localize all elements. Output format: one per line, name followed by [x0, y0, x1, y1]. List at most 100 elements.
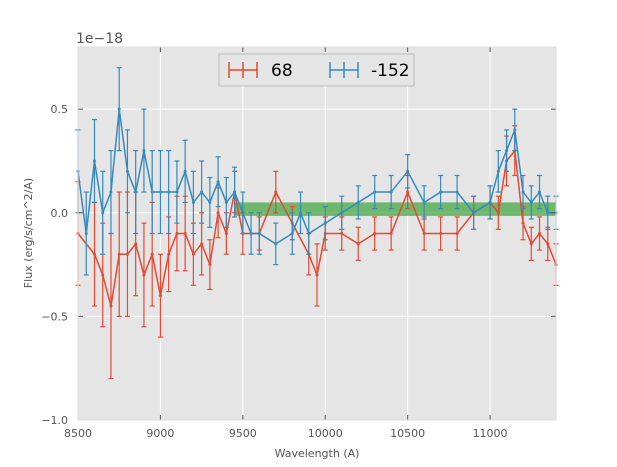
data-point: [521, 190, 525, 194]
data-point: [101, 273, 105, 277]
data-point: [529, 242, 533, 246]
x-tick-label: 9500: [229, 427, 257, 440]
data-point: [109, 190, 113, 194]
data-point: [150, 190, 154, 194]
data-point: [356, 200, 360, 204]
data-point: [373, 190, 377, 194]
data-point: [134, 242, 138, 246]
data-point: [307, 232, 311, 235]
data-point: [191, 252, 195, 256]
data-point: [274, 242, 278, 246]
data-point: [406, 169, 410, 173]
data-point: [488, 200, 492, 204]
data-point: [200, 242, 204, 246]
data-point: [175, 232, 179, 235]
data-point: [538, 190, 542, 194]
y-offset-label: 1e−18: [76, 31, 123, 47]
data-point: [529, 200, 533, 204]
data-point: [513, 128, 517, 132]
x-tick-label: 8500: [64, 427, 92, 440]
data-point: [439, 190, 443, 194]
legend-label: -152: [371, 61, 410, 81]
x-tick-label: 10000: [308, 427, 343, 440]
legend-label: 68: [271, 61, 293, 81]
data-point: [208, 263, 212, 267]
data-point: [134, 190, 138, 194]
shaded-band: [234, 202, 556, 216]
data-point: [233, 190, 237, 194]
data-point: [216, 211, 220, 215]
y-tick-label: 0.5: [51, 103, 69, 116]
data-point: [422, 232, 426, 235]
data-point: [389, 190, 393, 194]
data-point: [158, 190, 162, 194]
x-tick-label: 10500: [390, 427, 425, 440]
data-point: [373, 232, 377, 235]
data-point: [496, 211, 500, 215]
data-point: [439, 232, 443, 235]
data-point: [167, 252, 171, 256]
data-point: [142, 273, 146, 277]
data-point: [216, 180, 220, 184]
y-tick-label: −0.5: [41, 310, 68, 323]
data-point: [200, 190, 204, 194]
data-point: [117, 252, 121, 256]
data-point: [183, 169, 187, 173]
data-point: [389, 232, 393, 235]
data-point: [455, 190, 459, 194]
legend-entry-68: 68: [228, 61, 293, 81]
y-tick-label: 0.0: [51, 207, 69, 220]
data-point: [257, 232, 261, 235]
data-point: [109, 304, 113, 308]
data-point: [92, 159, 96, 163]
plot-frame: [77, 46, 557, 421]
data-point: [546, 211, 550, 215]
data-point: [224, 232, 228, 235]
data-point: [142, 149, 146, 153]
data-point: [340, 232, 344, 235]
data-point: [191, 200, 195, 204]
data-point: [125, 252, 129, 256]
data-point: [299, 211, 303, 215]
data-point: [158, 294, 162, 298]
series-line: [77, 148, 557, 307]
data-point: [183, 232, 187, 235]
data-point: [150, 252, 154, 256]
data-point: [315, 273, 319, 277]
tick-labels: 8500 9000 9500 10000 10500 11000 −1.0 −0.5 0.0 0.…: [41, 103, 507, 440]
y-tick-label: −1.0: [41, 414, 68, 427]
series-layer: [75, 67, 559, 380]
data-point: [496, 169, 500, 173]
x-tick-label: 11000: [473, 427, 508, 440]
series-line: [77, 109, 556, 245]
data-point: [175, 190, 179, 194]
data-point: [406, 190, 410, 194]
data-point: [167, 190, 171, 194]
x-tick-label: 9000: [146, 427, 174, 440]
y-axis-label: Flux (erg/s/cm^2/A): [22, 178, 35, 288]
data-point: [340, 211, 344, 215]
data-point: [241, 211, 245, 215]
data-point: [505, 149, 509, 153]
data-point: [455, 232, 459, 235]
data-point: [84, 232, 88, 235]
legend-entry-m152: -152: [329, 61, 410, 81]
x-axis-label: Wavelength (A): [275, 447, 360, 460]
data-point: [546, 242, 550, 246]
series-m152: [75, 67, 559, 276]
data-point: [356, 242, 360, 246]
data-point: [538, 232, 542, 235]
data-point: [101, 211, 105, 215]
data-point: [274, 190, 278, 194]
data-point: [249, 232, 253, 235]
data-point: [323, 221, 327, 225]
data-point: [290, 232, 294, 235]
data-point: [117, 107, 121, 111]
data-point: [422, 200, 426, 204]
data-point: [125, 169, 129, 173]
data-point: [224, 200, 228, 204]
legend: 68 -152: [218, 53, 415, 87]
data-point: [208, 200, 212, 204]
data-point: [472, 211, 476, 215]
